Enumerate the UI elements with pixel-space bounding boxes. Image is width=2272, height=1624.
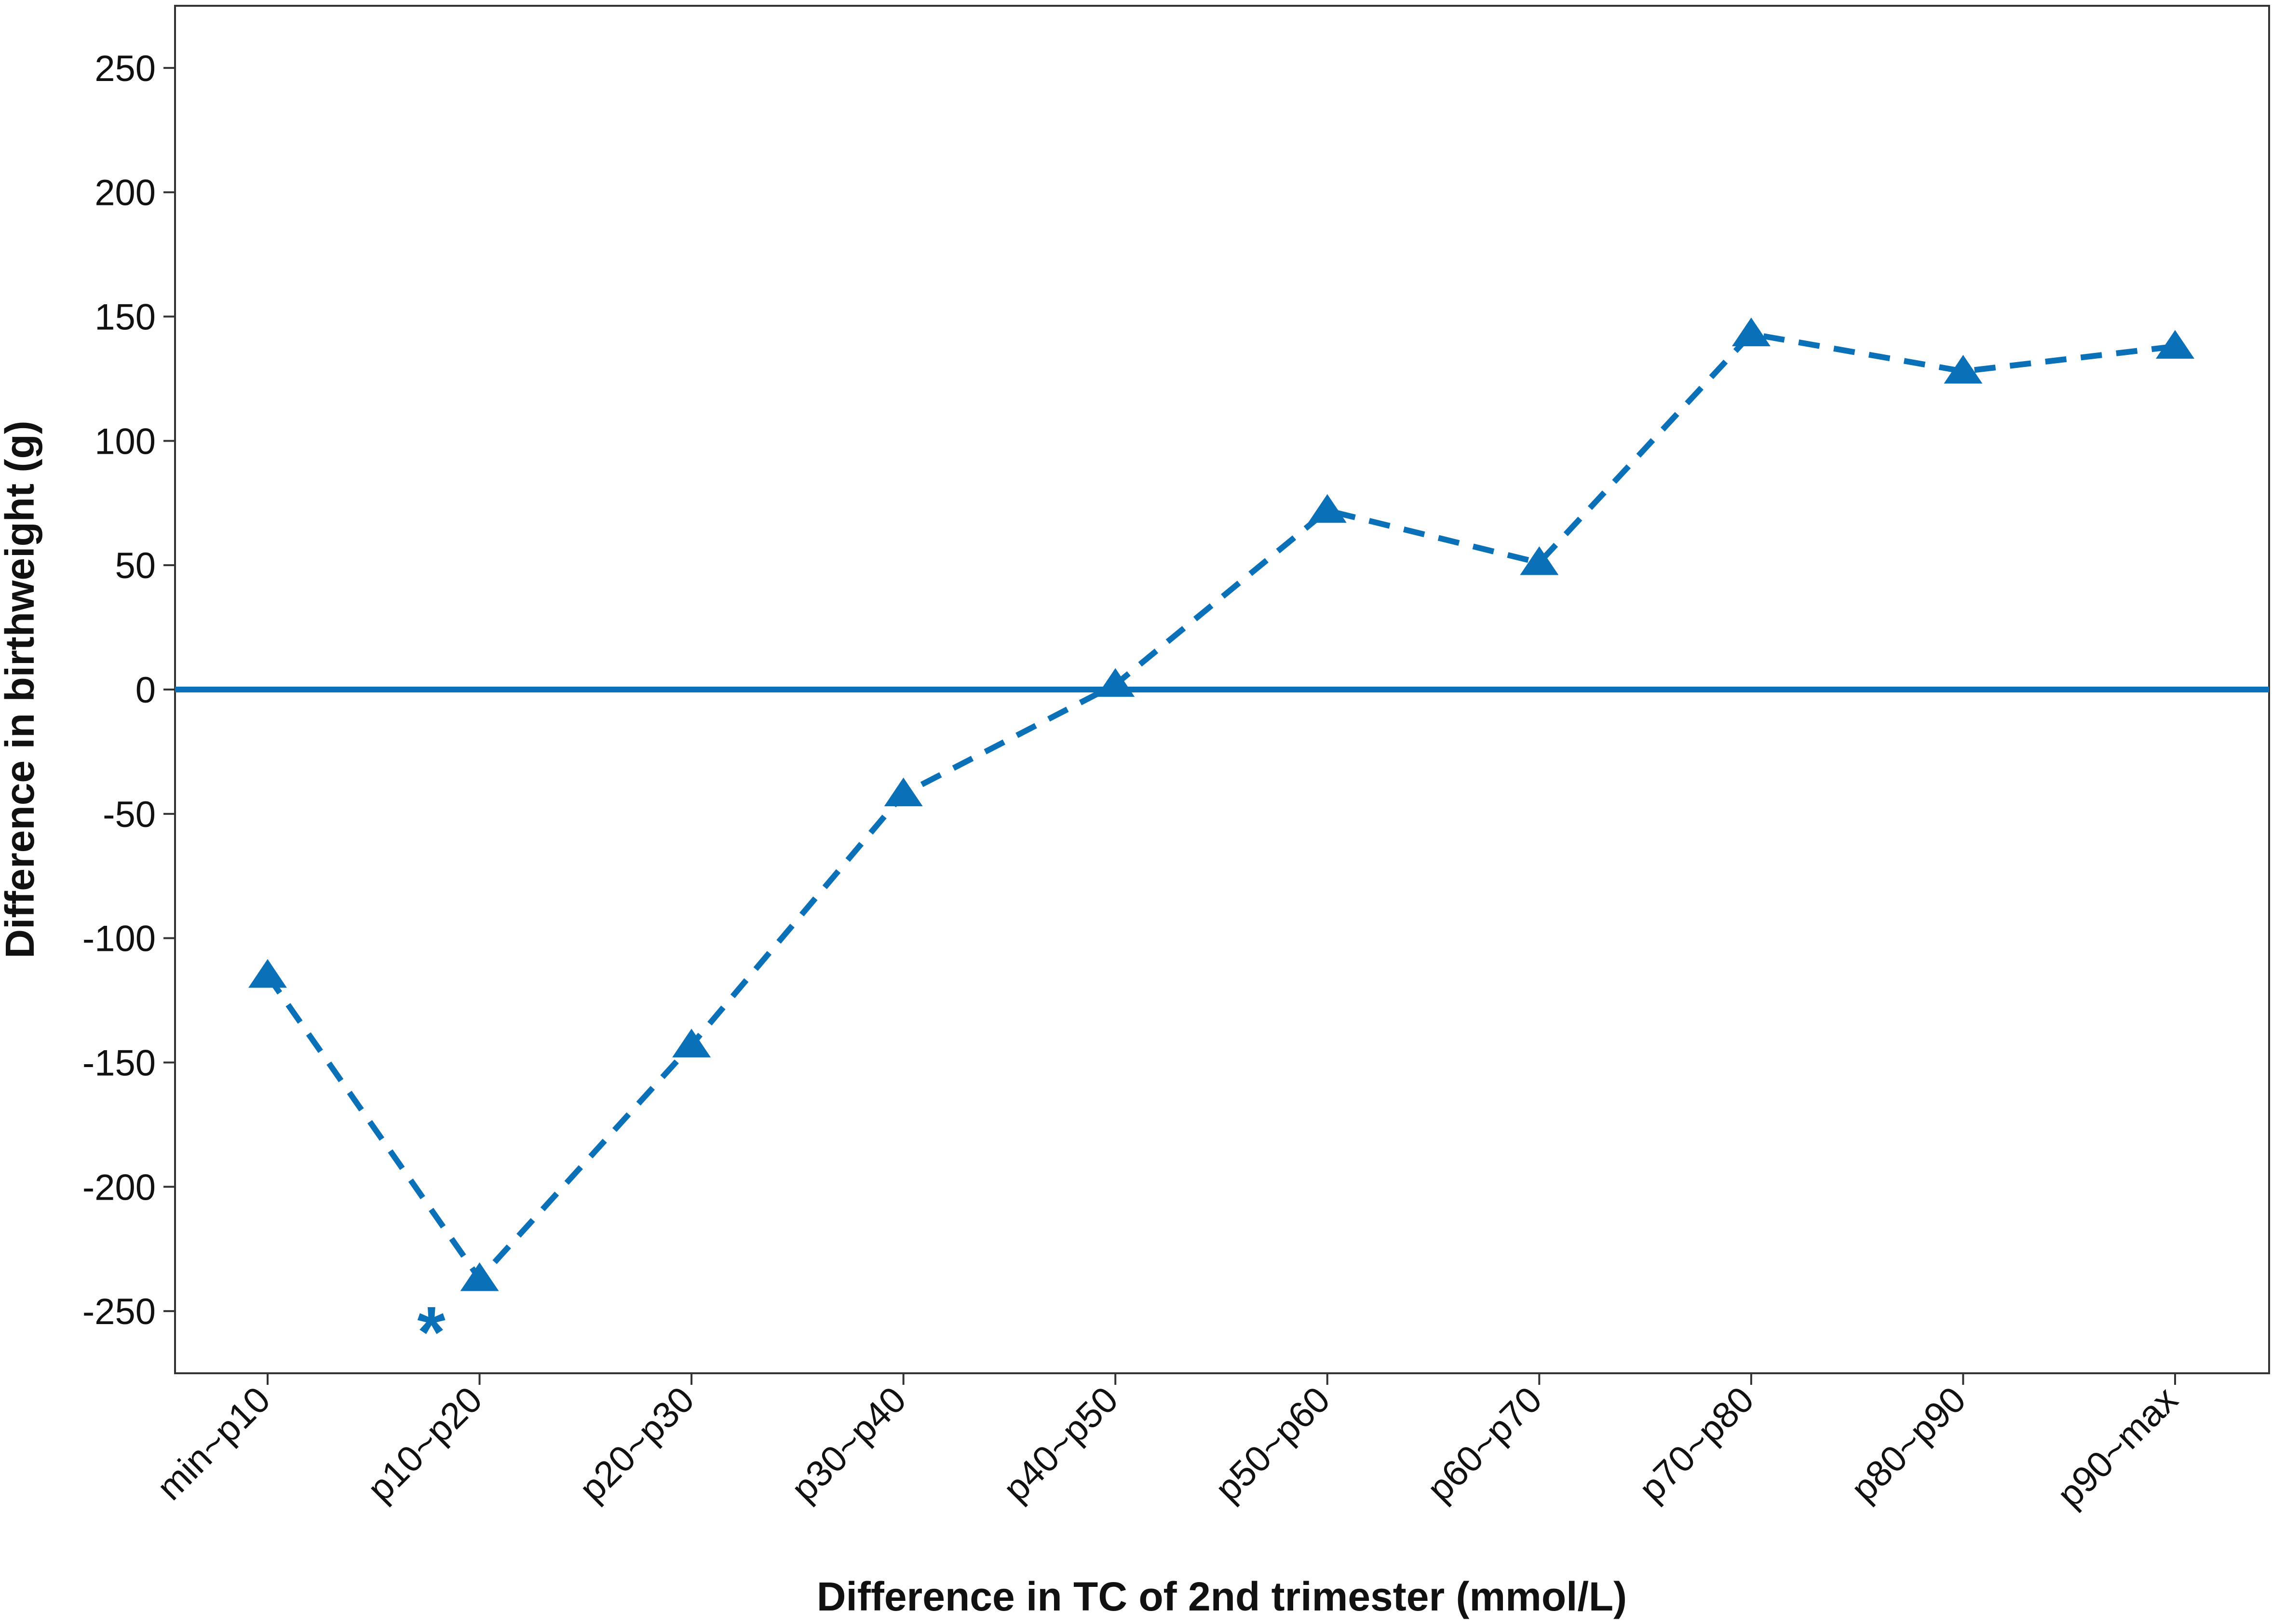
x-tick-label: p90~max: [2049, 1379, 2186, 1516]
x-tick-label: p60~p70: [1420, 1379, 1550, 1510]
y-tick-label: -250: [82, 1291, 156, 1332]
series-group: [248, 317, 2194, 1291]
x-tick-label: min~p10: [149, 1379, 278, 1508]
x-tick-label: p30~p40: [784, 1379, 914, 1510]
data-point-p10~p20: [460, 1262, 499, 1291]
y-tick-label: 50: [115, 545, 156, 586]
y-tick-label: 150: [95, 297, 156, 338]
y-tick-label: 100: [95, 421, 156, 462]
y-tick-label: -100: [82, 919, 156, 960]
y-tick-label: -200: [82, 1167, 156, 1208]
y-tick-label: -50: [103, 794, 156, 835]
data-point-p40~p50: [1096, 668, 1135, 697]
data-point-p70~p80: [1731, 317, 1771, 347]
y-tick-label: 200: [95, 173, 156, 214]
annotation-group: *: [417, 1291, 446, 1372]
y-tick-label: 0: [135, 670, 156, 711]
data-point-min~p10: [248, 959, 287, 988]
x-tick-label: p50~p60: [1207, 1379, 1338, 1510]
y-axis: -250 -200 -150 -100 -50 0 50 100 150 200 250: [82, 48, 175, 1332]
y-tick-label: 250: [95, 48, 156, 89]
data-point-p20~p30: [672, 1029, 711, 1057]
data-point-p50~p60: [1308, 494, 1347, 523]
x-tick-label: p20~p30: [571, 1379, 702, 1510]
y-axis-title: Difference in birthweight (g): [0, 420, 42, 958]
data-point-p60~p70: [1520, 546, 1559, 575]
data-point-p30~p40: [884, 777, 923, 807]
significance-annotation: *: [417, 1291, 446, 1372]
x-axis: min~p10 p10~p20 p20~p30 p30~p40 p40~p50 p50~p…: [149, 1373, 2186, 1516]
y-tick-label: -150: [82, 1042, 156, 1083]
x-tick-label: p10~p20: [360, 1379, 490, 1510]
data-point-p80~p90: [1944, 354, 1983, 384]
data-point-p90~max: [2156, 330, 2194, 359]
series-line: [265, 331, 2176, 1284]
x-axis-title: Difference in TC of 2nd trimester (mmol/…: [817, 1574, 1627, 1619]
x-tick-label: p70~p80: [1631, 1379, 1762, 1510]
x-tick-label: p40~p50: [995, 1379, 1126, 1510]
x-tick-label: p80~p90: [1843, 1379, 1974, 1510]
